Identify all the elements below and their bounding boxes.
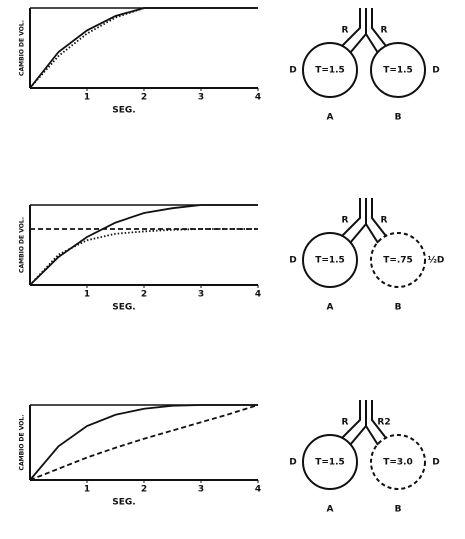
compartment: [302, 232, 358, 288]
compliance-label: D: [432, 66, 439, 76]
resistance-label: R: [342, 216, 349, 226]
airway: [365, 8, 387, 54]
compliance-label: ½D: [428, 255, 445, 266]
airway: [365, 198, 387, 244]
compartment-label: T=1.5: [383, 66, 413, 76]
line-series: [29, 228, 258, 286]
compartment: [302, 42, 358, 98]
compartment-name: B: [395, 113, 402, 123]
chart: 1 2 3 4 SEG. CAMBIO DE VOL.: [19, 204, 261, 313]
x-tick-label: 3: [198, 290, 204, 300]
resistance-label: R: [342, 418, 349, 428]
line-series: [29, 404, 258, 481]
compliance-label: D: [289, 256, 296, 266]
compartment-label: T=1.5: [315, 256, 345, 266]
x-tick-label: 4: [255, 290, 261, 300]
compartment-name: A: [327, 303, 334, 313]
compartment: [370, 434, 426, 490]
y-axis-label: CAMBIO DE VOL.: [19, 415, 26, 471]
resistance-label: R2: [377, 418, 390, 428]
x-tick-label: 4: [255, 485, 261, 495]
x-axis-label: SEG.: [112, 498, 135, 508]
x-tick-label: 3: [198, 485, 204, 495]
compartment-name: B: [395, 505, 402, 515]
compartment-label: T=1.5: [315, 66, 345, 76]
line-series: [29, 404, 259, 481]
x-tick-label: 2: [141, 290, 147, 300]
resistance-label: R: [342, 26, 349, 36]
y-axis-label: CAMBIO DE VOL.: [19, 20, 26, 76]
line-series: [29, 204, 258, 286]
lung-diagram: R R T=1.5 T=.75 D ½D A B: [289, 198, 444, 313]
line-series: [29, 7, 258, 89]
compartment-label: T=.75: [383, 256, 413, 266]
x-tick-label: 1: [84, 290, 90, 300]
y-axis-label: CAMBIO DE VOL.: [19, 217, 26, 273]
airway: [365, 400, 387, 446]
x-tick-label: 2: [141, 93, 147, 103]
x-axis-label: SEG.: [112, 106, 135, 116]
line-series: [29, 7, 258, 89]
compartment-label: T=1.5: [315, 458, 345, 468]
x-tick-label: 1: [84, 93, 90, 103]
lung-diagram: R R T=1.5 T=1.5 D D A B: [289, 8, 440, 123]
x-tick-label: 4: [255, 93, 261, 103]
compartment: [370, 232, 426, 288]
lung-diagram: R R2 T=1.5 T=3.0 D D A B: [289, 400, 440, 515]
compartment-name: B: [395, 303, 402, 313]
compliance-label: D: [289, 458, 296, 468]
compliance-label: D: [432, 458, 439, 468]
compliance-label: D: [289, 66, 296, 76]
compartment-name: A: [327, 505, 334, 515]
resistance-label: R: [381, 216, 388, 226]
chart: 1 2 3 4 SEG. CAMBIO DE VOL.: [19, 7, 261, 116]
compartment-name: A: [327, 113, 334, 123]
compartment: [370, 42, 426, 98]
compartment: [302, 434, 358, 490]
x-tick-label: 1: [84, 485, 90, 495]
x-axis-label: SEG.: [112, 303, 135, 313]
resistance-label: R: [381, 26, 388, 36]
x-tick-label: 3: [198, 93, 204, 103]
x-tick-label: 2: [141, 485, 147, 495]
compartment-label: T=3.0: [383, 458, 413, 468]
chart: 1 2 3 4 SEG. CAMBIO DE VOL.: [19, 404, 261, 508]
